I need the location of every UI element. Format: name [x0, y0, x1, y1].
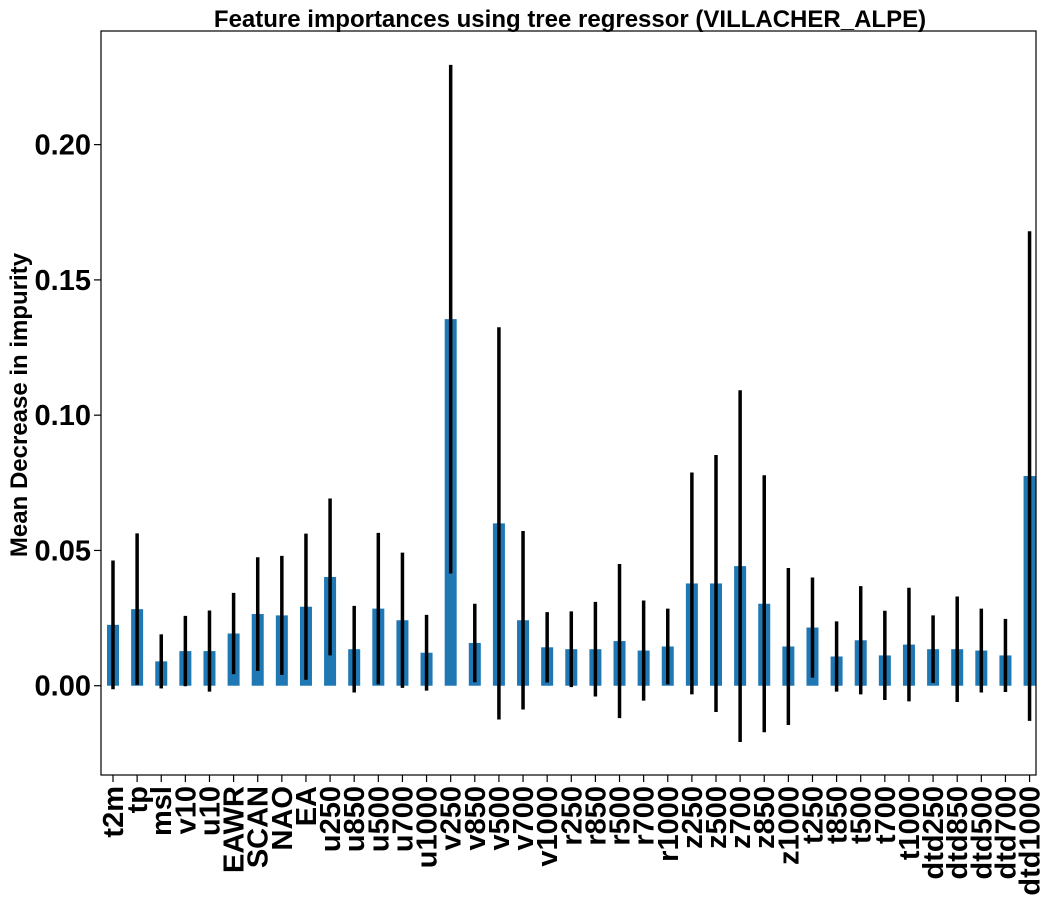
x-tick-label: t2m [98, 786, 130, 838]
y-tick-label: 0.10 [35, 400, 91, 432]
x-tick-label: v250 [436, 786, 468, 851]
x-tick-label: z700 [725, 786, 757, 849]
x-tick-label: t850 [822, 786, 854, 844]
x-tick-label: v700 [508, 786, 540, 851]
x-tick-label: EA [291, 786, 323, 826]
x-tick-label: dtd1000 [1015, 786, 1045, 896]
y-axis-label: Mean Decrease in impurity [6, 252, 33, 557]
x-tick-label: r700 [629, 786, 661, 846]
x-tick-label: z250 [677, 786, 709, 849]
x-tick-label: t700 [870, 786, 902, 844]
x-tick-label: r500 [605, 786, 637, 846]
x-tick-label: tp [122, 786, 154, 813]
x-tick-label: u500 [363, 786, 395, 852]
chart-title: Feature importances using tree regressor… [214, 6, 926, 33]
x-tick-label: v10 [170, 786, 202, 834]
x-tick-label: dtd700 [990, 786, 1022, 879]
x-tick-label: u700 [387, 786, 419, 852]
y-tick-label: 0.15 [35, 265, 91, 297]
x-tick-label: u250 [315, 786, 347, 852]
x-tick-label: z500 [701, 786, 733, 849]
x-tick-label: v1000 [532, 786, 564, 867]
x-tick-label: z850 [749, 786, 781, 849]
x-tick-label: u1000 [412, 786, 444, 868]
x-tick-label: t1000 [894, 786, 926, 860]
x-tick-label: r850 [580, 786, 612, 846]
x-tick-label: u850 [339, 786, 371, 852]
y-tick-label: 0.20 [35, 130, 91, 162]
x-tick-label: r250 [556, 786, 588, 846]
x-tick-label: u10 [194, 786, 226, 836]
x-tick-label: NAO [267, 786, 299, 850]
x-tick-label: dtd850 [942, 786, 974, 879]
x-tick-label: msl [146, 786, 178, 836]
x-tick-label: v850 [460, 786, 492, 851]
x-tick-label: v500 [484, 786, 516, 851]
plot-area: 0.00 0.05 0.10 0.15 0.20 t2mtpmslv10u10EAWRSC… [35, 30, 1045, 896]
x-tick-label: EAWR [219, 786, 251, 873]
y-tick-label: 0.05 [35, 535, 91, 567]
x-tick-label: t500 [846, 786, 878, 844]
y-tick-label: 0.00 [35, 671, 91, 703]
x-tick-label: z1000 [773, 786, 805, 865]
x-tick-label: t250 [797, 786, 829, 844]
x-tick-label: r1000 [653, 786, 685, 862]
plot-frame [100, 30, 1037, 776]
x-tick-label: SCAN [243, 786, 275, 868]
x-tick-label: dtd500 [966, 786, 998, 879]
x-tick-label: dtd250 [918, 786, 950, 879]
